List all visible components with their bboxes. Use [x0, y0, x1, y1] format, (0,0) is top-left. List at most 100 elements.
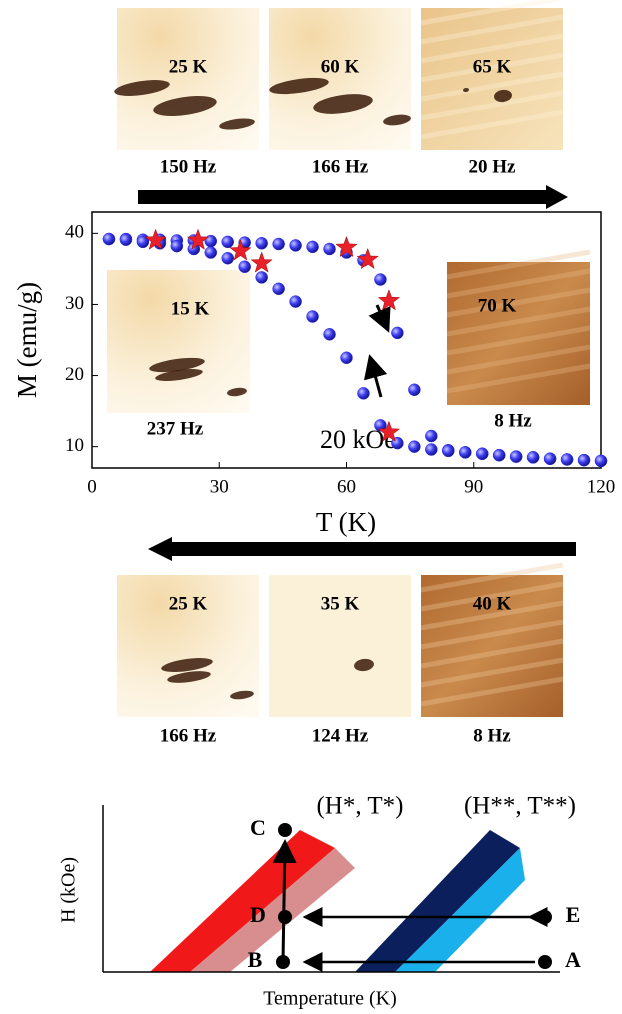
domain — [463, 87, 469, 93]
point-label: B — [248, 947, 263, 972]
data-point — [408, 383, 421, 397]
data-point — [425, 443, 438, 456]
image-temperature: 60 K — [321, 56, 360, 77]
point-label: A — [565, 947, 581, 972]
data-point — [221, 235, 234, 249]
inset-frequency: 8 Hz — [494, 410, 532, 431]
y-tick-label: 30 — [65, 293, 84, 314]
texture — [420, 52, 564, 83]
texture — [420, 90, 564, 121]
x-axis-label: T (K) — [316, 507, 376, 537]
point-label: D — [250, 902, 266, 927]
image-temperature: 35 K — [321, 593, 360, 614]
data-point — [289, 295, 302, 308]
band — [355, 830, 520, 972]
data-point — [272, 237, 285, 251]
images: 25 K 150 Hz 60 K 166 Hz 65 K 20 Hz 25 K 166 Hz 3… — [114, 0, 564, 746]
data-point — [238, 260, 251, 274]
texture — [420, 33, 564, 64]
x-axis-label: Temperature (K) — [263, 988, 397, 1010]
texture — [420, 109, 564, 140]
phase-diagram: C D B E A (H*, T*) (H**, T**) H (kOe) Te… — [58, 793, 581, 1010]
domain — [149, 357, 205, 373]
domain — [153, 96, 217, 116]
domain — [313, 94, 373, 114]
domain — [269, 77, 329, 95]
x-tick-label: 120 — [587, 476, 616, 497]
arrow-head — [148, 537, 172, 561]
data-point — [340, 351, 353, 365]
x-tick-label: 30 — [210, 476, 229, 497]
arrow-head — [546, 185, 568, 209]
data-point — [323, 242, 336, 256]
y-tick-label: 10 — [65, 435, 84, 456]
mfm-image — [269, 8, 411, 150]
data-point — [306, 240, 319, 254]
data-point — [136, 235, 150, 249]
data-point — [102, 232, 116, 246]
region-label: (H*, T*) — [316, 793, 403, 820]
mfm-image — [447, 262, 590, 405]
domain — [219, 118, 255, 130]
data-point — [374, 273, 387, 286]
data-point — [408, 440, 421, 453]
texture — [446, 249, 591, 280]
texture — [420, 619, 564, 650]
path-arrow — [272, 839, 297, 963]
image-frequency: 166 Hz — [312, 156, 369, 177]
arrow — [368, 304, 391, 333]
data-point — [272, 282, 285, 296]
image-temperature: 40 K — [473, 593, 512, 614]
texture — [420, 562, 564, 593]
data-point — [492, 448, 506, 462]
star-marker — [335, 235, 358, 258]
domain — [161, 658, 213, 672]
x-tick-label: 90 — [464, 476, 483, 497]
image-temperature: 25 K — [169, 593, 208, 614]
data-point — [374, 419, 387, 432]
image-frequency: 20 Hz — [469, 156, 517, 177]
domain — [155, 369, 203, 381]
inset-temperature: 70 K — [478, 295, 517, 316]
band — [190, 848, 355, 972]
texture — [420, 71, 564, 102]
y-tick-label: 20 — [65, 364, 84, 385]
point-label: C — [250, 815, 266, 840]
x-tick-label: 0 — [87, 476, 97, 497]
texture — [446, 363, 591, 394]
image-frequency: 166 Hz — [160, 725, 217, 746]
data-point — [119, 233, 133, 246]
point — [278, 910, 292, 924]
data-point — [577, 453, 591, 467]
data-point — [255, 271, 268, 284]
texture — [446, 306, 591, 337]
domain — [494, 89, 512, 103]
arrow — [363, 354, 388, 398]
texture — [446, 344, 591, 375]
data-point — [459, 446, 472, 459]
texture — [420, 657, 564, 688]
data-point — [221, 251, 234, 265]
y-axis-label: H (kOe) — [58, 857, 80, 923]
data-point — [543, 452, 557, 466]
point — [538, 955, 552, 969]
data-point — [475, 447, 489, 461]
data-point — [170, 239, 184, 253]
data-point — [526, 451, 540, 464]
point — [278, 823, 292, 837]
star-marker — [377, 420, 401, 442]
data-point — [560, 453, 574, 466]
domain — [230, 690, 254, 700]
image-frequency: 124 Hz — [312, 725, 369, 746]
star-marker — [250, 251, 273, 273]
star-marker — [186, 228, 210, 250]
domain — [354, 658, 374, 672]
y-tick-label: 40 — [65, 222, 84, 243]
texture — [446, 268, 591, 299]
texture — [420, 0, 564, 26]
texture — [420, 676, 564, 707]
x-tick-label: 60 — [337, 476, 356, 497]
image-frequency: 150 Hz — [160, 156, 217, 177]
mfm-image — [107, 270, 250, 413]
